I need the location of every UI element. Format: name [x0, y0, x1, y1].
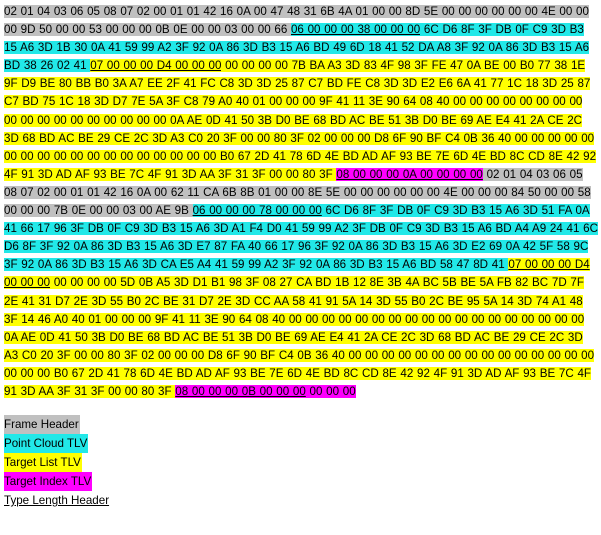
- legend-target-list-tlv: Target List TLV: [4, 453, 82, 472]
- color-legend: Frame Header Point Cloud TLV Target List…: [4, 415, 110, 510]
- legend-target-index-tlv: Target Index TLV: [4, 472, 93, 491]
- legend-type-length-header: Type Length Header: [4, 494, 110, 507]
- type-length-header-bytes: 06 00 00 00 38 00 00 00: [290, 23, 421, 37]
- target-index-bytes: 00 00 00: [305, 384, 356, 398]
- type-length-header-bytes: 06 00 00 00 78 00 00 00: [192, 204, 322, 218]
- target-list-bytes: 00 00 00 00 7B BA A3 3D 83 4F 98 3F FE 4…: [4, 59, 597, 181]
- type-length-header-bytes: 08 00 00 00 0B 00 00 00: [175, 384, 306, 398]
- legend-point-cloud-tlv: Point Cloud TLV: [4, 434, 89, 453]
- type-length-header-bytes: 08 00 00 00 0A 00 00 00 00: [336, 167, 483, 181]
- target-list-bytes: 00 00 00 00 5D 0B A5 3D D1 B1 98 3F 08 2…: [4, 276, 595, 398]
- hex-dump: 02 01 04 03 06 05 08 07 02 00 01 01 42 1…: [4, 3, 598, 401]
- type-length-header-bytes: 07 00 00 00 D4 00 00 00: [90, 59, 222, 73]
- legend-frame-header: Frame Header: [4, 415, 80, 434]
